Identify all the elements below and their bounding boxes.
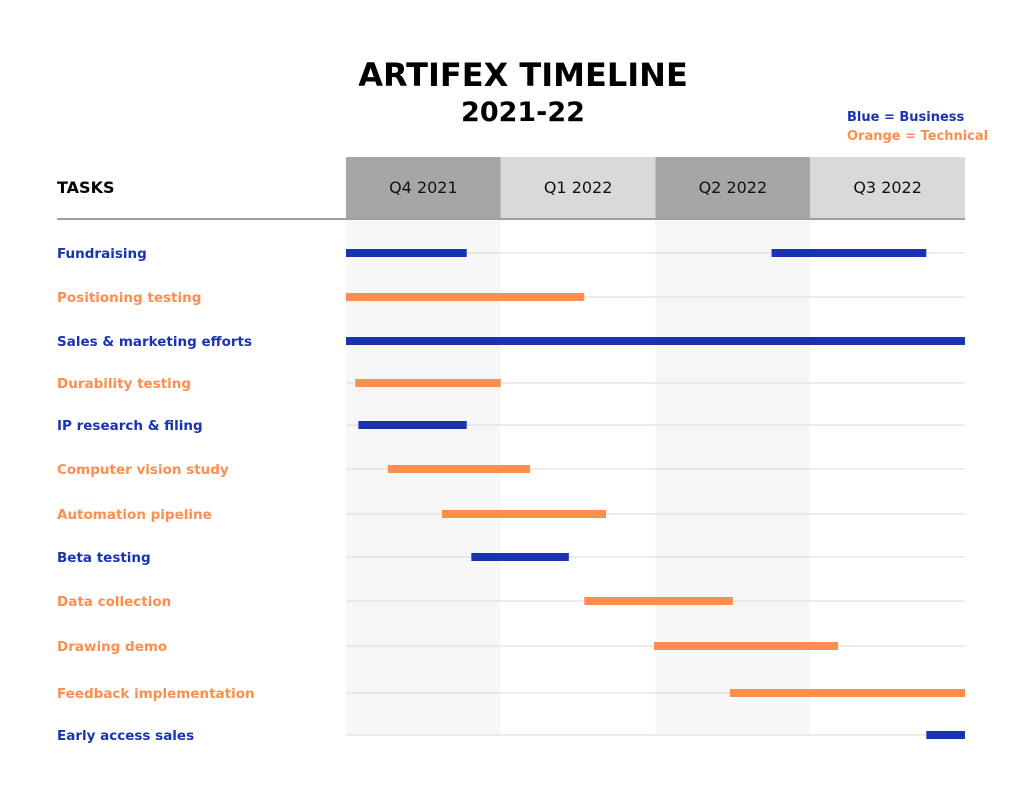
- task-label: Feedback implementation: [57, 686, 255, 702]
- task-label: Computer vision study: [57, 462, 229, 478]
- task-bar: [441, 510, 606, 518]
- task-row: Automation pipeline: [57, 507, 965, 523]
- quarter-band-0: [346, 219, 501, 735]
- task-bar: [355, 379, 501, 387]
- task-label: Data collection: [57, 594, 171, 610]
- task-label: Early access sales: [57, 728, 194, 744]
- task-row: Feedback implementation: [57, 686, 965, 702]
- task-label: Fundraising: [57, 246, 147, 262]
- legend: Blue = Business Orange = Technical: [847, 110, 988, 144]
- task-row: Sales & marketing efforts: [57, 334, 965, 350]
- task-bar: [771, 249, 927, 257]
- task-bar: [729, 689, 965, 697]
- quarter-label: Q2 2022: [699, 178, 768, 197]
- task-row: Durability testing: [57, 376, 965, 392]
- task-bar: [653, 642, 839, 650]
- legend-business: Blue = Business: [847, 110, 965, 125]
- quarter-label: Q4 2021: [389, 178, 458, 197]
- task-row: Early access sales: [57, 728, 965, 744]
- quarter-bands: [346, 219, 811, 735]
- task-label: Durability testing: [57, 376, 191, 392]
- task-bar: [346, 249, 467, 257]
- task-label: Sales & marketing efforts: [57, 334, 252, 350]
- quarter-header-0: [346, 157, 501, 219]
- chart-title: ARTIFEX TIMELINE: [358, 56, 688, 94]
- task-bar: [387, 465, 531, 473]
- task-bar: [926, 731, 965, 739]
- task-bar: [358, 421, 467, 429]
- quarter-header-2: [655, 157, 811, 219]
- task-label: Automation pipeline: [57, 507, 212, 523]
- task-label: Beta testing: [57, 550, 151, 566]
- task-label: Positioning testing: [57, 290, 201, 306]
- task-row: Data collection: [57, 594, 965, 610]
- quarter-band-2: [655, 219, 811, 735]
- task-bar: [346, 293, 585, 301]
- task-label: Drawing demo: [57, 639, 167, 655]
- quarter-header-3: [810, 157, 965, 219]
- task-row: Beta testing: [57, 550, 965, 566]
- quarter-headers: Q4 2021 Q1 2022 Q2 2022 Q3 2022: [346, 157, 965, 219]
- chart-subtitle: 2021-22: [461, 97, 585, 128]
- task-bar: [471, 553, 569, 561]
- legend-technical: Orange = Technical: [847, 129, 988, 144]
- task-bar: [346, 337, 965, 345]
- task-row: Positioning testing: [57, 290, 965, 306]
- task-row: IP research & filing: [57, 418, 965, 434]
- task-rows: Fundraising Positioning testing Sales & ma…: [57, 246, 965, 744]
- tasks-header: TASKS: [57, 178, 115, 197]
- quarter-label: Q3 2022: [853, 178, 922, 197]
- task-row: Drawing demo: [57, 639, 965, 655]
- task-bar: [584, 597, 733, 605]
- task-label: IP research & filing: [57, 418, 203, 434]
- quarter-header-1: [500, 157, 656, 219]
- quarter-label: Q1 2022: [544, 178, 613, 197]
- task-row: Computer vision study: [57, 462, 965, 478]
- task-row: Fundraising: [57, 246, 965, 262]
